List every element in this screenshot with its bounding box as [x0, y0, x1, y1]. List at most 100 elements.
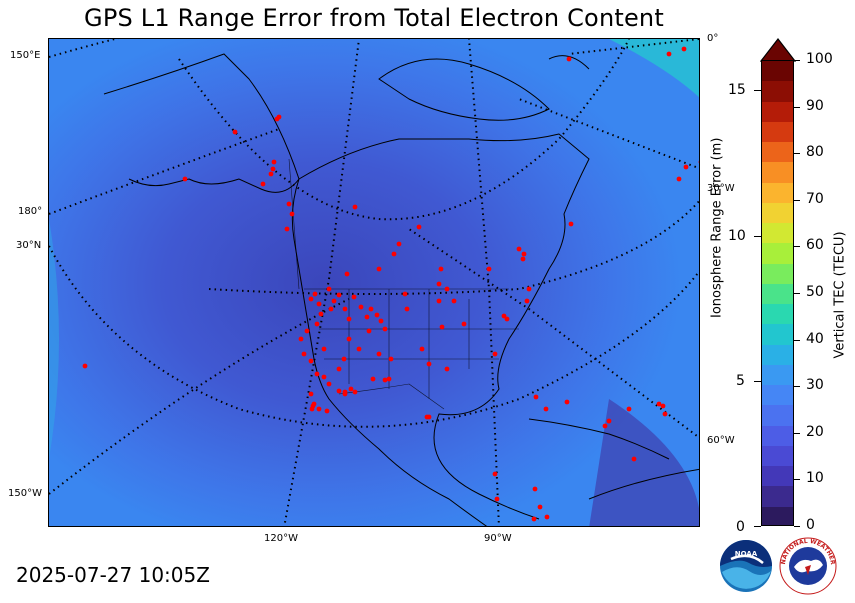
noaa-logo-text: NOAA — [735, 550, 758, 558]
colorbar-band — [762, 81, 793, 102]
gps-station-marker — [626, 406, 632, 412]
range-tick-mark — [754, 381, 761, 382]
gps-station-marker — [526, 286, 532, 292]
gps-station-marker — [342, 306, 348, 312]
gps-station-marker — [676, 176, 682, 182]
gps-station-marker — [438, 266, 444, 272]
gps-station-marker — [308, 296, 314, 302]
gps-station-marker — [328, 306, 334, 312]
tec-tick-label: 50 — [806, 284, 824, 300]
colorbar-band — [762, 121, 793, 143]
borders — [288, 158, 519, 410]
south-america-north — [588, 468, 699, 500]
colorbar-band — [762, 385, 793, 406]
gps-station-marker — [268, 171, 274, 177]
gps-station-marker — [351, 294, 357, 300]
graticule — [49, 39, 699, 526]
lon-label-150e: 150°E — [10, 50, 41, 61]
gps-station-marker — [564, 399, 570, 405]
greenland-edge — [548, 55, 590, 70]
tec-tick-label: 70 — [806, 190, 824, 207]
gps-station-marker — [543, 406, 549, 412]
gps-station-marker — [182, 176, 188, 182]
range-tick-mark — [754, 90, 761, 91]
gps-station-marker — [492, 471, 498, 477]
range-tick-0: 0 — [736, 519, 745, 535]
lon-label-150w: 150°W — [8, 488, 42, 499]
meridian-120W — [283, 39, 360, 526]
gps-station-marker — [461, 321, 467, 327]
gps-station-marker — [419, 346, 425, 352]
gps-station-marker — [426, 414, 432, 420]
gps-station-marker — [602, 423, 608, 429]
parallel-60N — [178, 39, 630, 221]
colorbar-band — [762, 425, 793, 447]
gps-station-marker — [348, 386, 354, 392]
colorbar-band — [762, 486, 793, 508]
lon-label-180: 180° — [18, 206, 43, 217]
gps-station-marker — [289, 211, 295, 217]
gps-station-marker — [504, 316, 510, 322]
tec-tick-label: 80 — [806, 144, 824, 161]
range-tick-10: 10 — [728, 228, 746, 244]
gps-station-marker — [662, 411, 668, 417]
gps-station-marker — [376, 351, 382, 357]
gps-station-marker — [378, 318, 384, 324]
gps-station-marker — [681, 46, 687, 52]
gps-stations — [82, 46, 699, 522]
gps-station-marker — [537, 504, 543, 510]
gps-station-marker — [286, 201, 292, 207]
gps-station-marker — [382, 326, 388, 332]
range-axis-title: Ionosphere Range Error (m) — [709, 137, 725, 318]
gps-station-marker — [501, 313, 507, 319]
state-lines-horizontal — [319, 328, 519, 360]
gps-station-marker — [326, 286, 332, 292]
gps-station-marker — [312, 291, 318, 297]
gps-station-marker — [404, 306, 410, 312]
range-tick-15: 15 — [728, 82, 746, 98]
gps-station-marker — [352, 204, 358, 210]
colorbar-band — [762, 405, 793, 427]
gps-station-marker — [402, 291, 408, 297]
gps-station-marker — [396, 241, 402, 247]
tec-highlight-northeast — [609, 39, 699, 98]
gps-station-marker — [344, 271, 350, 277]
noaa-logo: NOAA — [720, 540, 772, 592]
gps-station-marker — [309, 406, 315, 412]
gps-station-marker — [346, 316, 352, 322]
north-america-east-coast — [298, 133, 590, 520]
gps-station-marker — [444, 286, 450, 292]
nws-logo: NATIONAL WEATHER SERVICE — [779, 537, 837, 595]
lon-label-90w: 90°W — [484, 533, 512, 544]
meridian-60W — [408, 228, 699, 439]
gps-station-marker — [270, 166, 276, 172]
timestamp: 2025-07-27 10:05Z — [16, 563, 210, 587]
gps-station-marker — [341, 356, 347, 362]
lon-label-60w: 60°W — [707, 435, 735, 446]
gps-station-marker — [382, 377, 388, 383]
gps-station-marker — [314, 321, 320, 327]
gps-station-marker — [376, 266, 382, 272]
colorbar-band — [762, 324, 793, 346]
tec-tick-mark — [794, 153, 800, 155]
gps-station-marker — [531, 516, 537, 522]
tec-tick-mark — [794, 479, 800, 481]
arctic-islands — [378, 58, 550, 121]
alaska-coast — [103, 53, 300, 193]
tec-highlight-west — [49, 219, 59, 459]
gps-station-marker — [516, 246, 522, 252]
gps-station-marker — [492, 351, 498, 357]
gps-station-marker — [321, 374, 327, 380]
colorbar-band — [762, 182, 793, 204]
parallel-30N — [49, 245, 699, 428]
tec-tick-mark — [794, 339, 800, 341]
tec-tick-label: 40 — [806, 330, 824, 347]
colorbar-band — [762, 466, 793, 487]
north-america-west-coast — [291, 178, 488, 526]
lon-label-30w: 30°W — [707, 183, 735, 194]
range-tick-mark — [754, 236, 761, 237]
gps-station-marker — [486, 266, 492, 272]
tec-tick-label: 0 — [806, 517, 815, 533]
tec-tick-mark — [794, 246, 800, 248]
gps-station-marker — [318, 311, 324, 317]
